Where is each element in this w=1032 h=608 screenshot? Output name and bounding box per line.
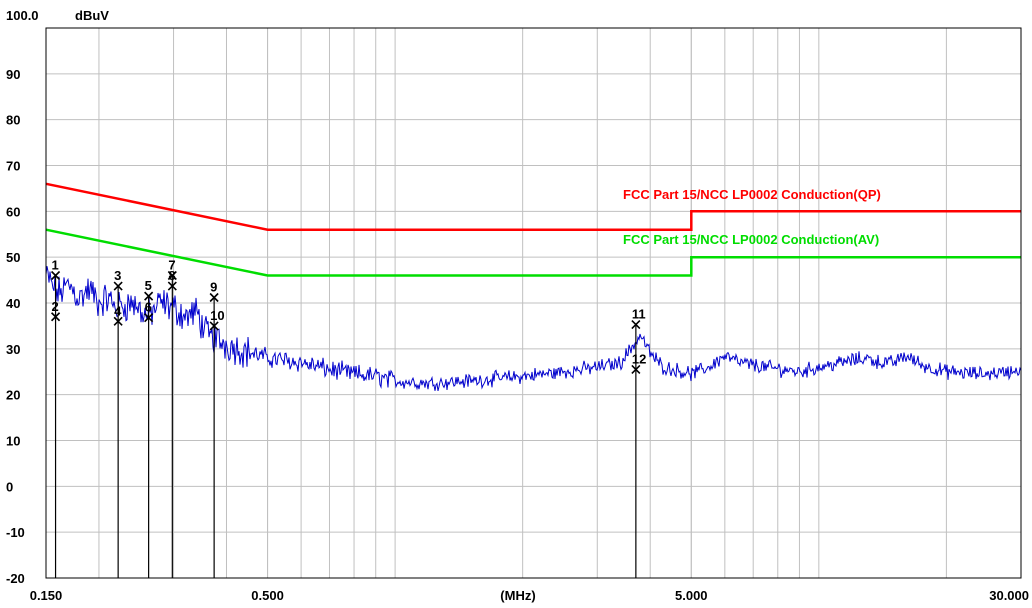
y-tick-labels: 90 80 70 60 50 40 30 20 10 0 -10 -20	[6, 67, 25, 586]
y-tick-label: 50	[6, 250, 20, 265]
y-tick-label: 30	[6, 342, 20, 357]
marker-x	[631, 364, 641, 375]
marker-x	[113, 281, 123, 291]
x-tick-label: 5.000	[675, 588, 708, 603]
marker-label: 12	[632, 351, 646, 366]
marker-label: 3	[114, 268, 121, 283]
marker-label: 2	[52, 299, 59, 314]
marker-x	[167, 270, 177, 281]
marker-label: 10	[210, 308, 224, 323]
marker-x	[209, 292, 219, 303]
y-tick-label: -20	[6, 571, 25, 586]
marker-x	[144, 313, 154, 323]
qp-limit-label: FCC Part 15/NCC LP0002 Conduction(QP)	[623, 187, 881, 202]
measured-trace	[45, 266, 1022, 392]
marker-x	[167, 281, 177, 291]
marker-x	[113, 316, 123, 326]
x-axis-unit-label: (MHz)	[500, 588, 535, 603]
marker-label: 6	[145, 300, 152, 315]
x-tick-label: 0.500	[251, 588, 284, 603]
y-tick-label: 20	[6, 388, 20, 403]
av-limit-line	[45, 228, 1021, 277]
y-tick-label: 10	[6, 434, 20, 449]
marker-label: 9	[210, 280, 217, 295]
y-tick-label: 60	[6, 204, 20, 219]
plot-series	[45, 182, 1022, 392]
marker-label: 7	[168, 258, 175, 273]
marker-label: 4	[114, 303, 122, 318]
y-tick-label: 0	[6, 479, 13, 494]
y-tick-label: 80	[6, 113, 20, 128]
marker-x	[209, 321, 219, 331]
y-axis-top-label: 100.0	[6, 8, 39, 23]
limit-line-labels: FCC Part 15/NCC LP0002 Conduction(QP) FC…	[623, 187, 881, 247]
marker-x	[50, 270, 61, 281]
av-limit-label: FCC Part 15/NCC LP0002 Conduction(AV)	[623, 232, 879, 247]
y-axis-unit-label: dBuV	[75, 8, 109, 23]
marker-label: 8	[168, 268, 175, 283]
y-tick-label: 40	[6, 296, 20, 311]
y-tick-label: 70	[6, 159, 20, 174]
marker-x	[144, 291, 154, 301]
x-tick-label: 0.150	[30, 588, 63, 603]
marker-x	[50, 312, 61, 322]
y-tick-label: 90	[6, 67, 20, 82]
y-tick-label: -10	[6, 525, 25, 540]
plot-frame	[45, 27, 1022, 579]
marker-label: 5	[145, 278, 152, 293]
x-tick-label: 30.000	[989, 588, 1029, 603]
marker-x	[631, 319, 641, 330]
marker-label: 1	[52, 258, 59, 273]
marker-label: 11	[632, 307, 646, 322]
qp-limit-line	[45, 182, 1021, 231]
x-tick-labels: 0.150 0.500 5.000 30.000	[30, 588, 1029, 603]
